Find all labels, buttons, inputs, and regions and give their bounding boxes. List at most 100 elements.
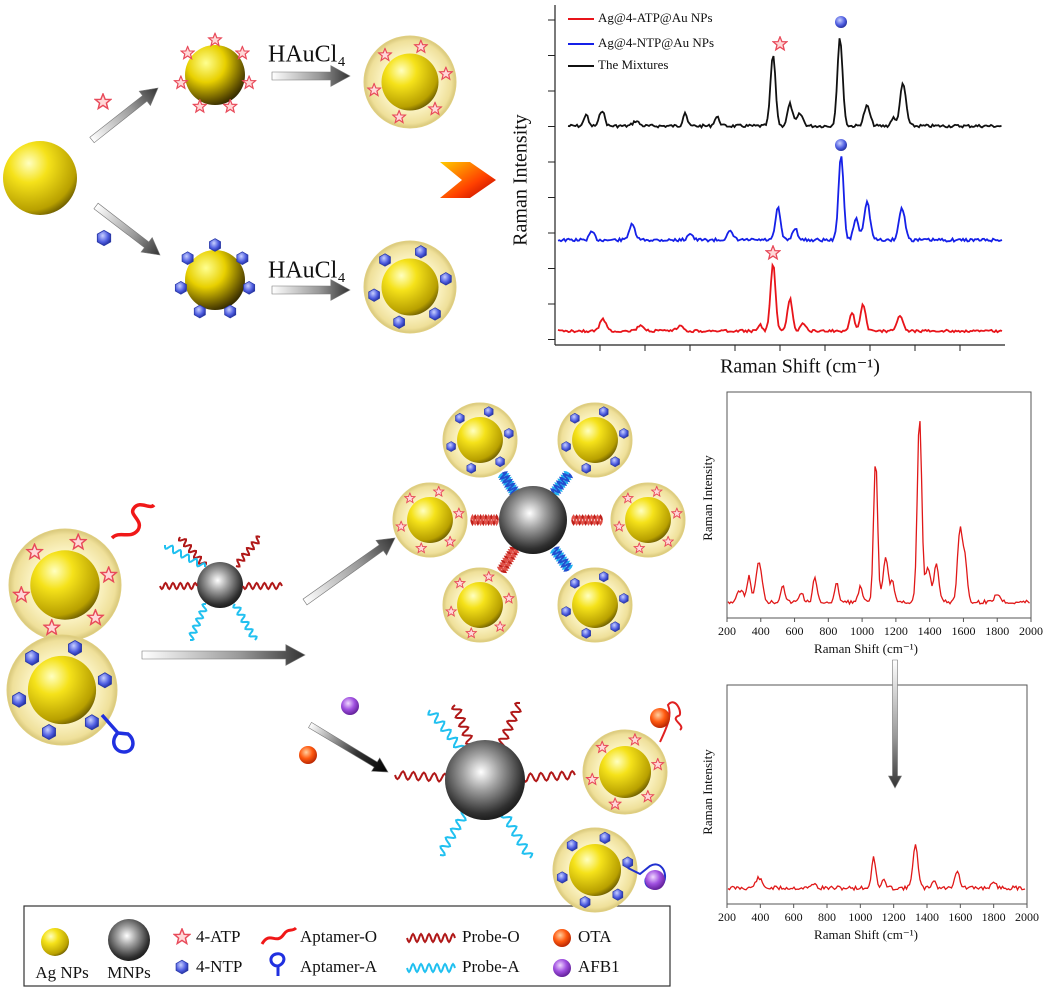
ntp-reporter <box>504 428 513 438</box>
legend-label: 4-ATP <box>196 927 240 946</box>
ntp-reporter <box>613 889 623 900</box>
ntp-reporter <box>68 640 81 655</box>
x-tick-label: 600 <box>786 624 804 638</box>
legend-label: AFB1 <box>578 957 620 976</box>
ntp-reporter <box>571 413 580 423</box>
legend-label: The Mixtures <box>598 57 668 72</box>
ntp-reporter <box>244 281 255 294</box>
x-tick-label: 1200 <box>884 624 908 638</box>
spectrum-line <box>568 38 1002 127</box>
ag-np <box>3 141 77 215</box>
ntp-reporter <box>571 578 580 588</box>
ntp-reporter <box>484 407 493 417</box>
reagent-label: HAuCl₄ <box>268 258 346 284</box>
spectrum-line <box>558 156 1002 241</box>
x-tick-label: 1000 <box>848 910 872 924</box>
peak-marker <box>766 246 780 259</box>
ntp-reporter <box>456 413 465 423</box>
probe-a <box>233 604 256 640</box>
arrow <box>272 66 350 87</box>
probe-o <box>499 703 520 748</box>
afb1 <box>553 959 571 977</box>
afb1 <box>341 697 359 715</box>
ag-np <box>381 258 438 315</box>
x-tick-label: 400 <box>751 910 769 924</box>
ntp-reporter <box>176 960 188 974</box>
ntp-reporter <box>194 305 205 318</box>
ag-np <box>41 928 69 956</box>
peak-marker <box>773 37 787 50</box>
probe-o <box>243 583 282 589</box>
ag-np <box>407 497 453 543</box>
ag-np <box>572 582 618 628</box>
ag-np <box>572 417 618 463</box>
x-tick-label: 1400 <box>918 624 942 638</box>
ntp-reporter <box>582 463 591 473</box>
ntp-reporter <box>619 428 628 438</box>
ntp-reporter <box>600 832 610 843</box>
peak-marker <box>835 139 847 151</box>
y-axis-label: Raman Intensity <box>700 749 715 835</box>
probe-duplex <box>501 472 517 494</box>
mnp <box>499 486 567 554</box>
ntp-reporter <box>619 593 628 603</box>
afb1 <box>645 870 665 890</box>
ntp-reporter <box>562 442 571 452</box>
legend-label: 4-NTP <box>196 957 242 976</box>
legend-label: OTA <box>578 927 612 946</box>
ag-np <box>457 582 503 628</box>
x-tick-label: 2000 <box>1019 624 1043 638</box>
ntp-reporter <box>394 316 405 329</box>
x-tick-label: 1600 <box>948 910 972 924</box>
arrow <box>309 722 389 772</box>
x-tick-label: 800 <box>819 624 837 638</box>
legend-label: Ag@4-NTP@Au NPs <box>598 35 714 50</box>
arrow <box>889 660 902 788</box>
ntp-reporter <box>13 692 26 707</box>
probe-o <box>395 771 447 781</box>
probe-a <box>190 604 207 640</box>
page: {"scheme": {"reagent_top": "HAuCl₄", "re… <box>0 0 1047 989</box>
x-tick-label: 200 <box>718 910 736 924</box>
ntp-reporter <box>623 857 633 868</box>
ag-np <box>569 844 621 896</box>
ntp-reporter <box>567 840 577 851</box>
ota <box>553 929 571 947</box>
x-axis-label: Raman Shift (cm⁻¹) <box>814 927 918 942</box>
ag-np <box>599 746 651 798</box>
ntp-reporter <box>611 622 620 632</box>
ntp-reporter <box>557 872 567 883</box>
ntp-reporter <box>380 254 391 267</box>
ntp-reporter <box>415 246 426 259</box>
ntp-reporter <box>599 407 608 417</box>
ntp-reporter <box>599 572 608 582</box>
x-tick-label: 200 <box>718 624 736 638</box>
ag-np <box>30 550 99 619</box>
arrow <box>303 538 395 605</box>
ntp-reporter <box>562 607 571 617</box>
ntp-reporter <box>369 289 380 302</box>
ntp-reporter <box>580 896 590 907</box>
x-tick-label: 600 <box>785 910 803 924</box>
x-axis-label: Raman Shift (cm⁻¹) <box>814 641 918 656</box>
arrow <box>142 645 305 666</box>
atp-reporter <box>95 94 110 109</box>
ntp-reporter <box>175 281 186 294</box>
mnp <box>445 740 525 820</box>
chevron <box>440 162 496 198</box>
x-tick-label: 1800 <box>982 910 1006 924</box>
ag-np <box>625 497 671 543</box>
plot-frame <box>727 392 1031 618</box>
figure: HAuCl₄HAuCl₄Raman IntensityRaman Shift (… <box>0 0 1047 989</box>
x-tick-label: 1800 <box>985 624 1009 638</box>
ag-np <box>457 417 503 463</box>
ntp-reporter <box>467 463 476 473</box>
peak-marker <box>835 16 847 28</box>
probe-o <box>523 771 575 782</box>
ag-np <box>185 45 245 105</box>
ntp-reporter <box>225 305 236 318</box>
aptamer-a <box>102 715 133 752</box>
y-axis-label: Raman Intensity <box>700 455 715 541</box>
ntp-reporter <box>182 252 193 265</box>
ntp-reporter <box>440 273 451 286</box>
